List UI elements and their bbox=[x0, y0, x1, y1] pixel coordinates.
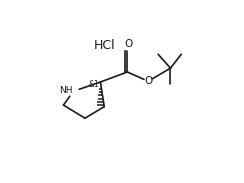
Text: O: O bbox=[144, 76, 152, 86]
Text: &1: &1 bbox=[88, 80, 99, 89]
Text: HCl: HCl bbox=[93, 39, 115, 52]
Text: O: O bbox=[124, 39, 132, 49]
Text: NH: NH bbox=[59, 86, 73, 95]
